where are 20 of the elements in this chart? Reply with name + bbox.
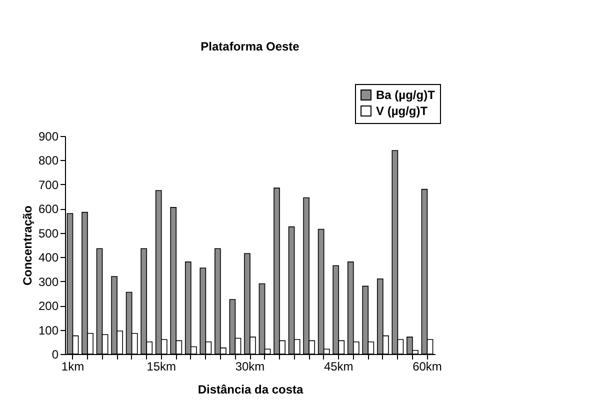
y-tick-label: 900 bbox=[38, 130, 59, 144]
y-tick-label: 100 bbox=[38, 323, 59, 338]
legend-label: Ba (µg/g)T bbox=[376, 88, 436, 102]
chart-title: Plataforma Oeste bbox=[200, 40, 300, 54]
y-tick-label: 200 bbox=[38, 299, 59, 314]
y-tick-label: 0 bbox=[52, 348, 59, 362]
legend-label: V (µg/g)T bbox=[376, 104, 428, 118]
y-tick-label: 300 bbox=[38, 274, 59, 289]
y-tick-label: 700 bbox=[38, 178, 59, 192]
x-tick-label: 1km bbox=[61, 360, 84, 374]
y-tick-label: 400 bbox=[38, 250, 59, 265]
x-tick-label: 45km bbox=[324, 360, 354, 374]
x-axis-title: Distância da costa bbox=[198, 382, 304, 396]
x-tick-label: 15km bbox=[146, 360, 176, 374]
y-tick-label: 800 bbox=[38, 154, 59, 168]
x-tick-label: 30km bbox=[235, 360, 265, 374]
y-tick-label: 500 bbox=[38, 226, 59, 240]
y-tick-label: 600 bbox=[38, 202, 59, 216]
x-tick-label: 60km bbox=[412, 360, 442, 374]
y-axis-title: Concentração bbox=[20, 205, 34, 286]
